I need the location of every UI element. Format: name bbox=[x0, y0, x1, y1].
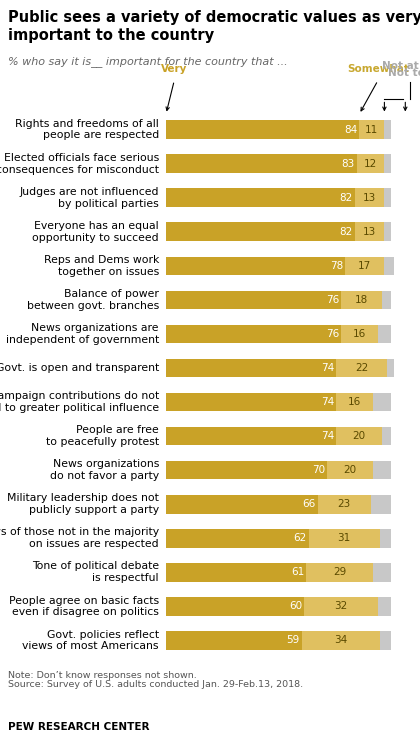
Text: 59: 59 bbox=[286, 635, 300, 645]
Text: 74: 74 bbox=[321, 431, 334, 441]
Bar bbox=[166, 121, 359, 139]
Text: PEW RESEARCH CENTER: PEW RESEARCH CENTER bbox=[8, 722, 150, 731]
Text: Public sees a variety of democratic values as very
important to the country: Public sees a variety of democratic valu… bbox=[8, 10, 420, 43]
Bar bbox=[166, 324, 341, 343]
Text: 13: 13 bbox=[363, 227, 376, 237]
Bar bbox=[166, 393, 336, 411]
Text: 18: 18 bbox=[355, 295, 368, 305]
Text: 82: 82 bbox=[339, 227, 353, 237]
Bar bbox=[384, 121, 391, 139]
Text: 23: 23 bbox=[338, 499, 351, 509]
Bar bbox=[373, 393, 391, 411]
Text: 16: 16 bbox=[348, 397, 361, 407]
Text: 74: 74 bbox=[321, 363, 334, 373]
Bar bbox=[166, 563, 306, 582]
Text: 34: 34 bbox=[334, 635, 347, 645]
Text: Not too: Not too bbox=[388, 68, 420, 78]
Text: 32: 32 bbox=[334, 601, 347, 612]
Text: 13: 13 bbox=[363, 193, 376, 203]
Bar bbox=[380, 529, 391, 548]
Bar bbox=[166, 631, 302, 650]
Bar bbox=[345, 257, 384, 275]
Text: Note: Don’t know responses not shown.: Note: Don’t know responses not shown. bbox=[8, 671, 197, 680]
Bar bbox=[359, 121, 384, 139]
Bar bbox=[166, 461, 327, 479]
Text: 84: 84 bbox=[344, 125, 357, 135]
Text: 17: 17 bbox=[358, 261, 371, 271]
Text: Not at all: Not at all bbox=[382, 62, 420, 71]
Bar bbox=[336, 427, 382, 446]
Bar bbox=[384, 257, 394, 275]
Bar bbox=[384, 222, 391, 241]
Bar bbox=[166, 495, 318, 513]
Bar bbox=[166, 188, 354, 207]
Bar bbox=[378, 597, 391, 616]
Bar bbox=[382, 291, 391, 310]
Text: 76: 76 bbox=[326, 295, 339, 305]
Bar bbox=[166, 154, 357, 173]
Bar bbox=[384, 154, 391, 173]
Text: % who say it is__ important for the country that ...: % who say it is__ important for the coun… bbox=[8, 57, 288, 68]
Bar bbox=[373, 563, 391, 582]
Bar bbox=[166, 359, 336, 377]
Bar bbox=[304, 597, 378, 616]
Text: 20: 20 bbox=[343, 465, 357, 475]
Bar bbox=[336, 359, 387, 377]
Text: 20: 20 bbox=[352, 431, 366, 441]
Text: 11: 11 bbox=[365, 125, 378, 135]
Bar bbox=[380, 631, 391, 650]
Bar bbox=[387, 359, 394, 377]
Text: Very: Very bbox=[161, 65, 187, 74]
Bar bbox=[166, 222, 354, 241]
Bar bbox=[309, 529, 380, 548]
Bar bbox=[166, 597, 304, 616]
Bar bbox=[306, 563, 373, 582]
Bar bbox=[166, 257, 345, 275]
Bar bbox=[378, 324, 391, 343]
Text: Somewhat: Somewhat bbox=[347, 65, 409, 74]
Bar bbox=[382, 427, 391, 446]
Text: 22: 22 bbox=[355, 363, 368, 373]
Text: 66: 66 bbox=[303, 499, 316, 509]
Bar bbox=[318, 495, 370, 513]
Bar bbox=[341, 324, 378, 343]
Bar bbox=[302, 631, 380, 650]
Bar bbox=[354, 188, 384, 207]
Bar bbox=[166, 427, 336, 446]
Bar bbox=[384, 188, 391, 207]
Text: 70: 70 bbox=[312, 465, 325, 475]
Text: 83: 83 bbox=[342, 158, 355, 169]
Text: 62: 62 bbox=[294, 533, 307, 543]
Bar bbox=[357, 154, 384, 173]
Bar bbox=[327, 461, 373, 479]
Text: 78: 78 bbox=[330, 261, 344, 271]
Bar bbox=[336, 393, 373, 411]
Text: 29: 29 bbox=[333, 567, 346, 577]
Text: 76: 76 bbox=[326, 329, 339, 339]
Text: 74: 74 bbox=[321, 397, 334, 407]
Bar bbox=[354, 222, 384, 241]
Text: 12: 12 bbox=[364, 158, 377, 169]
Text: 60: 60 bbox=[289, 601, 302, 612]
Bar bbox=[166, 291, 341, 310]
Bar bbox=[373, 461, 391, 479]
Text: Source: Survey of U.S. adults conducted Jan. 29-Feb.13, 2018.: Source: Survey of U.S. adults conducted … bbox=[8, 680, 304, 689]
Bar bbox=[341, 291, 382, 310]
Text: 82: 82 bbox=[339, 193, 353, 203]
Text: 31: 31 bbox=[338, 533, 351, 543]
Bar bbox=[370, 495, 391, 513]
Text: 16: 16 bbox=[352, 329, 366, 339]
Text: 61: 61 bbox=[291, 567, 304, 577]
Bar bbox=[166, 529, 309, 548]
